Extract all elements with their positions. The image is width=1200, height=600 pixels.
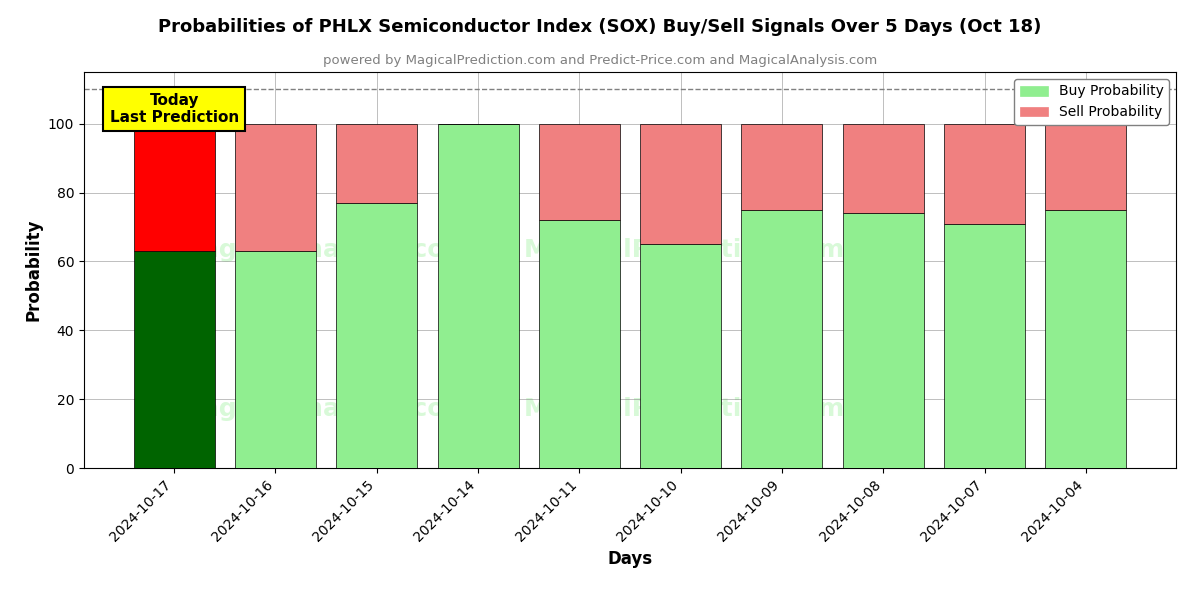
Bar [133, 124, 215, 251]
Bar [336, 124, 418, 203]
Bar [235, 251, 316, 468]
Bar [133, 251, 215, 468]
Bar [1045, 210, 1127, 468]
Bar [1045, 124, 1127, 210]
Bar [336, 203, 418, 468]
Bar [640, 244, 721, 468]
Text: MagicalPrediction.com: MagicalPrediction.com [524, 397, 845, 421]
Bar [235, 124, 316, 251]
Bar [539, 220, 620, 468]
Bar [842, 124, 924, 213]
Text: Probabilities of PHLX Semiconductor Index (SOX) Buy/Sell Signals Over 5 Days (Oc: Probabilities of PHLX Semiconductor Inde… [158, 18, 1042, 36]
Bar [640, 124, 721, 244]
Bar [539, 124, 620, 220]
Bar [742, 210, 822, 468]
Bar [944, 224, 1025, 468]
Y-axis label: Probability: Probability [24, 219, 42, 321]
Bar [944, 124, 1025, 224]
Text: MagicalAnalysis.com: MagicalAnalysis.com [178, 238, 472, 262]
Legend: Buy Probability, Sell Probability: Buy Probability, Sell Probability [1014, 79, 1169, 125]
Text: powered by MagicalPrediction.com and Predict-Price.com and MagicalAnalysis.com: powered by MagicalPrediction.com and Pre… [323, 54, 877, 67]
Bar [438, 124, 518, 468]
Text: Today
Last Prediction: Today Last Prediction [109, 92, 239, 125]
Text: MagicalPrediction.com: MagicalPrediction.com [524, 238, 845, 262]
Text: MagicalAnalysis.com: MagicalAnalysis.com [178, 397, 472, 421]
X-axis label: Days: Days [607, 550, 653, 568]
Bar [842, 213, 924, 468]
Bar [742, 124, 822, 210]
